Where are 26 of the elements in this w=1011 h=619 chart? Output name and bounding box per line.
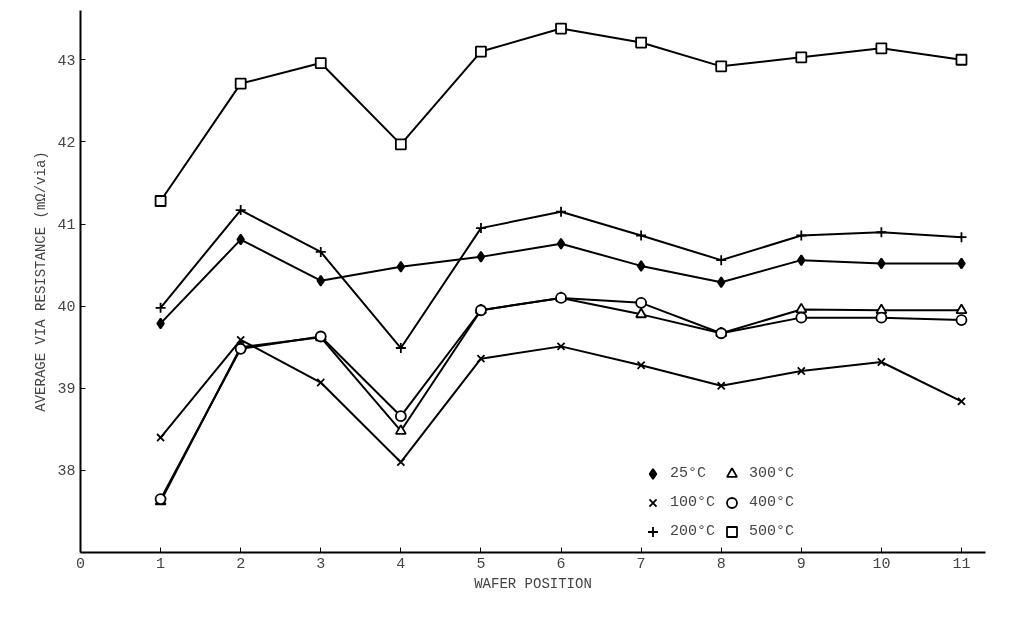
y-tick-label: 38 <box>57 463 76 481</box>
x-tick-label: 4 <box>396 555 406 573</box>
x-tick-label: 9 <box>796 555 806 573</box>
x-tick-label: 6 <box>556 555 566 573</box>
x-tick-label: 11 <box>952 555 971 573</box>
x-tick-label: 8 <box>716 555 726 573</box>
legend-label: 25°C <box>670 465 707 482</box>
y-tick-label: 39 <box>57 381 76 399</box>
x-tick-label: 0 <box>76 555 86 573</box>
y-tick-label: 42 <box>57 134 76 152</box>
y-axis-title: AVERAGE VIA RESISTANCE (mΩ/via) <box>33 151 50 412</box>
legend-label: 100°C <box>670 494 716 511</box>
y-tick-label: 40 <box>57 299 76 317</box>
x-tick-label: 5 <box>476 555 486 573</box>
x-tick-label: 3 <box>316 555 326 573</box>
x-tick-label: 1 <box>156 555 166 573</box>
y-tick-label: 43 <box>57 52 76 70</box>
legend-label: 500°C <box>749 523 795 540</box>
x-tick-label: 10 <box>872 555 891 573</box>
x-axis-title: WAFER POSITION <box>474 575 592 592</box>
y-tick-label: 41 <box>57 217 76 235</box>
x-tick-label: 2 <box>236 555 246 573</box>
x-tick-label: 7 <box>636 555 646 573</box>
legend-label: 400°C <box>749 494 795 511</box>
legend-label: 300°C <box>749 465 795 482</box>
legend-label: 200°C <box>670 523 716 540</box>
